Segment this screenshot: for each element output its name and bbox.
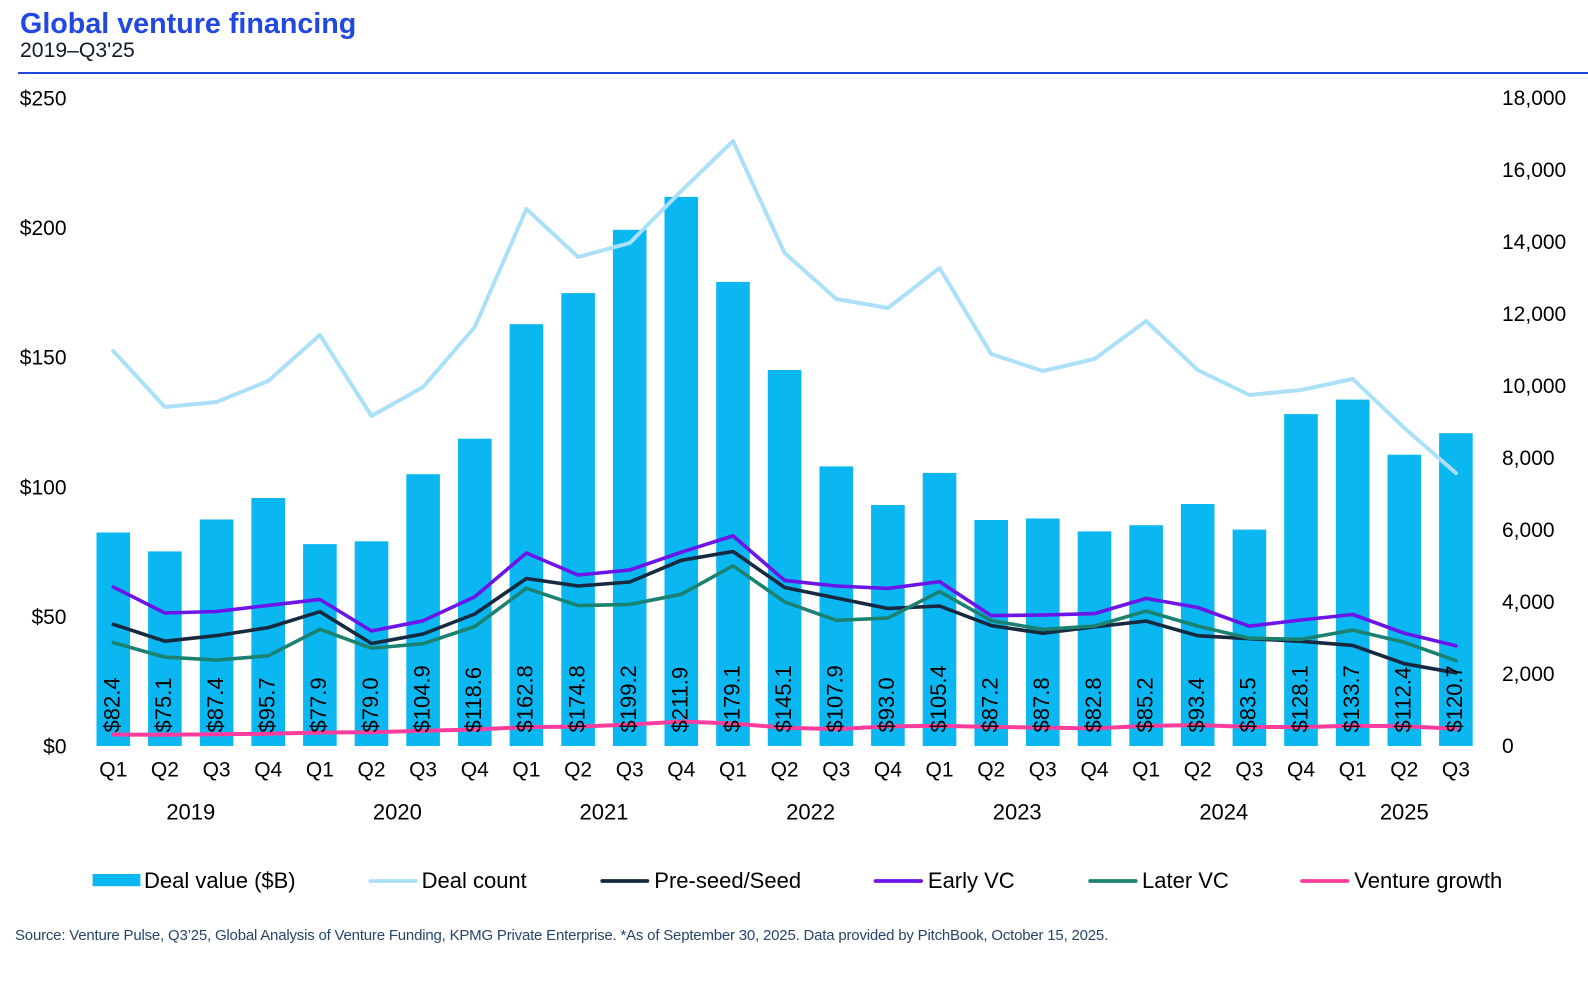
- svg-text:$85.2: $85.2: [1132, 677, 1157, 732]
- svg-text:Deal count: Deal count: [422, 868, 527, 893]
- svg-text:Q4: Q4: [1080, 758, 1108, 781]
- svg-text:$250: $250: [20, 88, 67, 111]
- svg-text:$95.7: $95.7: [255, 677, 280, 732]
- svg-text:Pre-seed/Seed: Pre-seed/Seed: [654, 868, 801, 893]
- svg-text:2022: 2022: [786, 800, 835, 825]
- svg-text:2025: 2025: [1380, 800, 1429, 825]
- svg-text:$150: $150: [20, 347, 67, 370]
- svg-text:12,000: 12,000: [1502, 303, 1566, 326]
- svg-text:2,000: 2,000: [1502, 663, 1555, 686]
- svg-text:Q4: Q4: [461, 758, 489, 781]
- svg-text:$83.5: $83.5: [1236, 677, 1261, 732]
- svg-text:$211.9: $211.9: [668, 667, 693, 733]
- svg-text:$0: $0: [43, 735, 66, 758]
- svg-text:Later VC: Later VC: [1142, 868, 1229, 893]
- svg-text:Q4: Q4: [874, 758, 902, 781]
- svg-text:$133.7: $133.7: [1339, 665, 1364, 732]
- svg-text:Q3: Q3: [203, 758, 231, 781]
- svg-text:$128.1: $128.1: [1287, 665, 1312, 732]
- svg-text:Q3: Q3: [1442, 758, 1470, 781]
- svg-text:$145.1: $145.1: [771, 665, 796, 732]
- svg-text:8,000: 8,000: [1502, 447, 1555, 470]
- svg-text:18,000: 18,000: [1502, 87, 1566, 110]
- svg-text:$87.4: $87.4: [203, 677, 228, 732]
- svg-text:$199.2: $199.2: [616, 665, 641, 732]
- svg-text:$120.7: $120.7: [1442, 665, 1467, 732]
- svg-text:Q3: Q3: [1235, 758, 1263, 781]
- svg-text:6,000: 6,000: [1502, 519, 1555, 542]
- svg-text:Q1: Q1: [719, 758, 747, 781]
- svg-text:Q4: Q4: [667, 758, 695, 781]
- svg-text:0: 0: [1502, 735, 1514, 758]
- svg-text:Q2: Q2: [357, 758, 385, 781]
- svg-text:$162.8: $162.8: [513, 665, 538, 732]
- svg-text:$82.8: $82.8: [1081, 677, 1106, 732]
- svg-text:$107.9: $107.9: [823, 665, 848, 732]
- svg-text:Q1: Q1: [99, 758, 127, 781]
- svg-text:$118.6: $118.6: [461, 667, 486, 733]
- svg-text:Q3: Q3: [1029, 758, 1057, 781]
- svg-text:Q1: Q1: [1339, 758, 1367, 781]
- svg-text:Q1: Q1: [925, 758, 953, 781]
- svg-text:Venture growth: Venture growth: [1354, 868, 1502, 893]
- svg-text:Q2: Q2: [1390, 758, 1418, 781]
- svg-text:$200: $200: [20, 217, 67, 240]
- svg-text:Q3: Q3: [616, 758, 644, 781]
- svg-text:$100: $100: [20, 476, 67, 499]
- svg-text:Q1: Q1: [306, 758, 334, 781]
- svg-text:$50: $50: [31, 606, 66, 629]
- svg-text:$179.1: $179.1: [719, 665, 744, 732]
- svg-text:4,000: 4,000: [1502, 591, 1555, 614]
- svg-text:$105.4: $105.4: [926, 665, 951, 732]
- svg-text:Q2: Q2: [1184, 758, 1212, 781]
- svg-text:$87.8: $87.8: [1029, 677, 1054, 732]
- svg-text:2023: 2023: [993, 800, 1042, 825]
- svg-text:16,000: 16,000: [1502, 159, 1566, 182]
- svg-text:10,000: 10,000: [1502, 375, 1566, 398]
- svg-text:$87.2: $87.2: [978, 677, 1003, 732]
- svg-text:14,000: 14,000: [1502, 231, 1566, 254]
- svg-text:Q2: Q2: [771, 758, 799, 781]
- svg-text:2021: 2021: [580, 800, 629, 825]
- svg-text:Q1: Q1: [1132, 758, 1160, 781]
- svg-text:2020: 2020: [373, 800, 422, 825]
- svg-text:2024: 2024: [1199, 800, 1248, 825]
- svg-text:Early VC: Early VC: [928, 868, 1015, 893]
- svg-text:Q1: Q1: [512, 758, 540, 781]
- svg-text:$174.8: $174.8: [564, 665, 589, 732]
- svg-text:Q3: Q3: [409, 758, 437, 781]
- svg-text:Q4: Q4: [254, 758, 282, 781]
- svg-text:$112.4: $112.4: [1391, 667, 1416, 733]
- svg-text:Q2: Q2: [977, 758, 1005, 781]
- svg-text:$79.0: $79.0: [358, 677, 383, 732]
- svg-text:$82.4: $82.4: [100, 677, 125, 732]
- svg-text:Deal value ($B): Deal value ($B): [144, 868, 296, 893]
- svg-text:2019: 2019: [166, 800, 215, 825]
- svg-text:Q4: Q4: [1287, 758, 1315, 781]
- svg-text:$93.0: $93.0: [874, 677, 899, 732]
- svg-text:Q3: Q3: [822, 758, 850, 781]
- svg-text:$104.9: $104.9: [409, 665, 434, 732]
- svg-text:Q2: Q2: [151, 758, 179, 781]
- svg-text:Q2: Q2: [564, 758, 592, 781]
- svg-text:$75.1: $75.1: [151, 677, 176, 732]
- svg-text:$93.4: $93.4: [1184, 677, 1209, 732]
- svg-text:$77.9: $77.9: [306, 677, 331, 732]
